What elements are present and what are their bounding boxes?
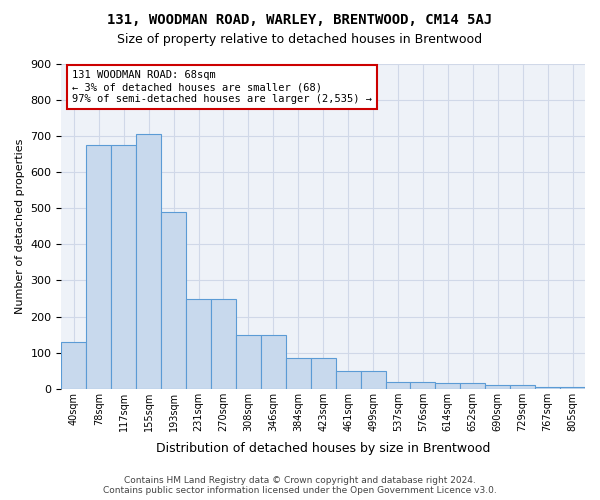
Bar bbox=[485, 385, 510, 388]
Bar bbox=[161, 212, 186, 388]
Bar bbox=[510, 385, 535, 388]
Bar bbox=[186, 298, 211, 388]
Bar bbox=[560, 387, 585, 388]
Text: Size of property relative to detached houses in Brentwood: Size of property relative to detached ho… bbox=[118, 32, 482, 46]
Bar bbox=[286, 358, 311, 388]
Bar bbox=[236, 334, 261, 388]
Bar bbox=[436, 384, 460, 388]
Bar bbox=[211, 298, 236, 388]
Text: Contains HM Land Registry data © Crown copyright and database right 2024.
Contai: Contains HM Land Registry data © Crown c… bbox=[103, 476, 497, 495]
Bar bbox=[386, 382, 410, 388]
Bar bbox=[261, 334, 286, 388]
Bar bbox=[410, 382, 436, 388]
Text: 131 WOODMAN ROAD: 68sqm
← 3% of detached houses are smaller (68)
97% of semi-det: 131 WOODMAN ROAD: 68sqm ← 3% of detached… bbox=[72, 70, 372, 104]
Bar bbox=[61, 342, 86, 388]
X-axis label: Distribution of detached houses by size in Brentwood: Distribution of detached houses by size … bbox=[156, 442, 490, 455]
Text: 131, WOODMAN ROAD, WARLEY, BRENTWOOD, CM14 5AJ: 131, WOODMAN ROAD, WARLEY, BRENTWOOD, CM… bbox=[107, 12, 493, 26]
Bar bbox=[335, 372, 361, 388]
Bar bbox=[535, 387, 560, 388]
Bar bbox=[136, 134, 161, 388]
Bar bbox=[111, 145, 136, 388]
Bar bbox=[311, 358, 335, 388]
Bar bbox=[460, 384, 485, 388]
Y-axis label: Number of detached properties: Number of detached properties bbox=[15, 138, 25, 314]
Bar bbox=[361, 372, 386, 388]
Bar bbox=[86, 145, 111, 388]
